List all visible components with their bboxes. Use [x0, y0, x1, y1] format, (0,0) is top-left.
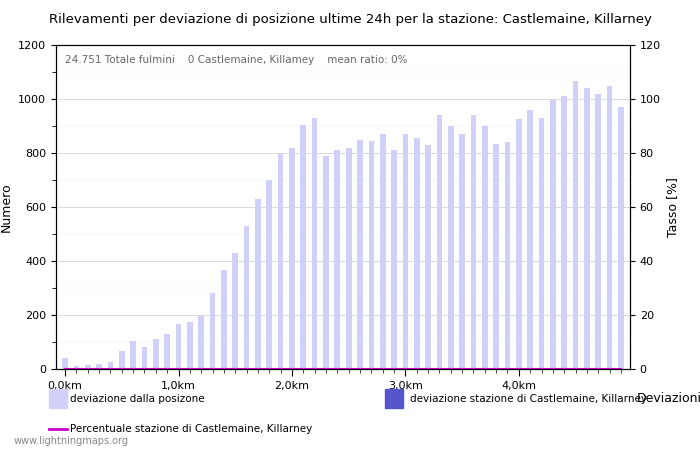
Text: deviazione dalla posizone: deviazione dalla posizone: [70, 394, 204, 404]
Bar: [527, 110, 533, 369]
Bar: [402, 134, 408, 369]
Bar: [255, 199, 261, 369]
Bar: [312, 118, 318, 369]
Bar: [425, 145, 431, 369]
Bar: [85, 365, 90, 369]
Text: Percentuale stazione di Castlemaine, Killarney: Percentuale stazione di Castlemaine, Kil…: [70, 423, 312, 434]
Bar: [437, 115, 442, 369]
Bar: [141, 347, 147, 369]
Bar: [448, 126, 454, 369]
Bar: [505, 142, 510, 369]
Text: Deviazioni: Deviazioni: [637, 392, 700, 405]
Bar: [97, 364, 102, 369]
Bar: [346, 148, 351, 369]
Bar: [335, 150, 340, 369]
Bar: [278, 154, 284, 369]
Bar: [573, 81, 578, 369]
Bar: [267, 180, 272, 369]
Bar: [187, 322, 192, 369]
Bar: [108, 362, 113, 369]
Bar: [482, 126, 488, 369]
Bar: [459, 134, 465, 369]
Bar: [596, 94, 601, 369]
Bar: [414, 138, 419, 369]
Text: www.lightningmaps.org: www.lightningmaps.org: [14, 436, 129, 446]
Bar: [62, 358, 68, 369]
Bar: [289, 148, 295, 369]
Bar: [198, 315, 204, 369]
Bar: [516, 119, 522, 369]
Bar: [74, 366, 79, 369]
Bar: [119, 351, 125, 369]
Bar: [385, 389, 402, 408]
Bar: [49, 389, 66, 408]
Bar: [232, 253, 238, 369]
Bar: [153, 339, 159, 369]
Y-axis label: Tasso [%]: Tasso [%]: [666, 177, 680, 237]
Bar: [164, 334, 170, 369]
Bar: [130, 341, 136, 369]
Bar: [391, 150, 397, 369]
Text: Rilevamenti per deviazione di posizione ultime 24h per la stazione: Castlemaine,: Rilevamenti per deviazione di posizione …: [48, 14, 652, 27]
Bar: [357, 140, 363, 369]
Bar: [539, 118, 545, 369]
Bar: [380, 134, 386, 369]
Bar: [607, 86, 612, 369]
Text: 24.751 Totale fulmini    0 Castlemaine, Killamey    mean ratio: 0%: 24.751 Totale fulmini 0 Castlemaine, Kil…: [64, 55, 407, 65]
Bar: [323, 156, 329, 369]
Bar: [368, 141, 374, 369]
Bar: [300, 125, 306, 369]
Bar: [244, 226, 249, 369]
Bar: [494, 144, 499, 369]
Bar: [561, 96, 567, 369]
Bar: [210, 293, 216, 369]
Y-axis label: Numero: Numero: [0, 182, 13, 232]
Bar: [618, 107, 624, 369]
Bar: [550, 99, 556, 369]
Bar: [176, 324, 181, 369]
Text: deviazione stazione di Castlemaine, Killarney: deviazione stazione di Castlemaine, Kill…: [410, 394, 647, 404]
Bar: [584, 88, 589, 369]
Bar: [221, 270, 227, 369]
Bar: [470, 115, 476, 369]
